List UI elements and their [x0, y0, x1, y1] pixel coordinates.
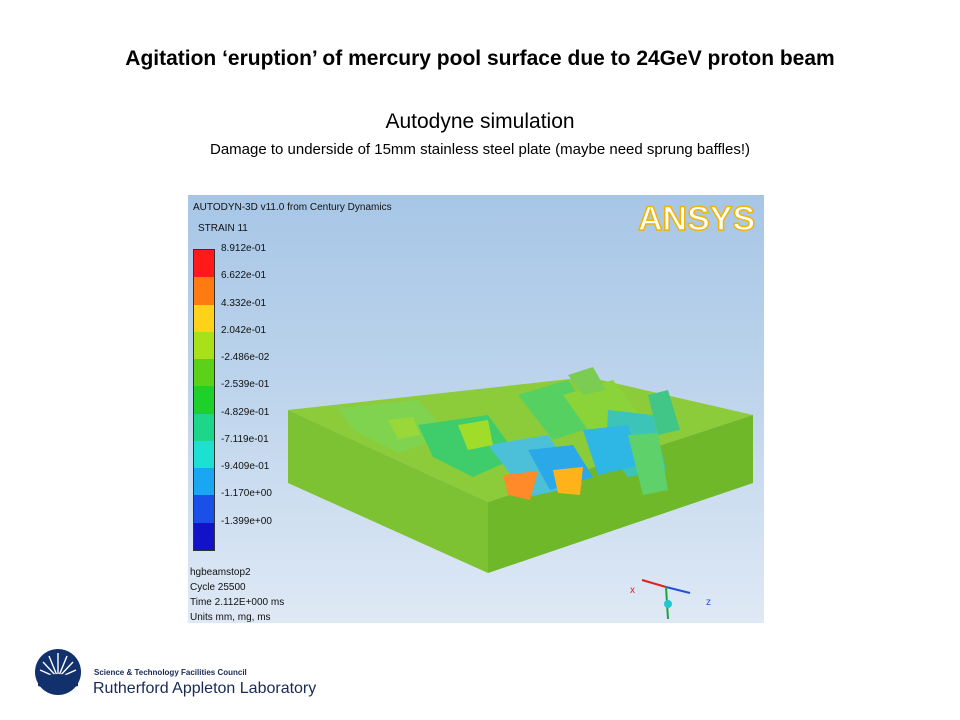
legend-label: -4.829e-01: [221, 406, 270, 418]
model-right-face: [488, 415, 753, 573]
legend-label: -1.399e+00: [221, 515, 272, 527]
legend-label: -2.539e-01: [221, 379, 270, 391]
slide-subtitle: Autodyne simulation: [385, 110, 575, 133]
viewer-header: AUTODYN-3D v11.0 from Century Dynamics: [193, 202, 392, 213]
legend-label: 4.332e-01: [221, 297, 267, 309]
color-legend: [193, 249, 215, 551]
legend-swatch: [194, 277, 214, 306]
legend-swatch: [194, 522, 214, 551]
legend-swatch: [194, 386, 214, 415]
info-line: hgbeamstop2: [190, 567, 251, 578]
mercury-pool-model: [288, 367, 753, 573]
slide-caption: Damage to underside of 15mm stainless st…: [209, 141, 751, 158]
legend-swatch: [194, 495, 214, 524]
legend-label: -1.170e+00: [221, 488, 272, 500]
legend-swatch: [194, 468, 214, 496]
axis-z-label: z: [706, 597, 711, 608]
legend-label: -9.409e-01: [221, 461, 270, 473]
legend-swatch: [194, 331, 214, 360]
simulation-info: hgbeamstop2 Cycle 25500 Time 2.112E+000 …: [190, 565, 284, 623]
ansys-logo: ANSYS: [637, 199, 756, 238]
legend-swatch: [194, 440, 214, 469]
variable-label: STRAIN 11: [198, 223, 248, 234]
org-subtitle: Science & Technology Facilities Council: [94, 668, 247, 677]
legend-swatch: [194, 413, 214, 442]
legend-swatch: [194, 250, 214, 278]
legend-label: 6.622e-01: [221, 270, 267, 282]
axis-triad-icon: x z: [630, 579, 711, 620]
stfc-sunburst-icon: [35, 649, 81, 695]
legend-label: 8.912e-01: [221, 243, 267, 254]
legend-swatch: [194, 359, 214, 387]
info-line: Cycle 25500: [190, 582, 246, 593]
eruption-fragments: [338, 367, 680, 500]
legend-swatch: [194, 304, 214, 333]
model-front-face: [288, 410, 488, 573]
simulation-viewport: AUTODYN-3D v11.0 from Century Dynamics A…: [188, 195, 764, 623]
org-name: Rutherford Appleton Laboratory: [93, 680, 317, 697]
axis-x-label: x: [630, 585, 635, 596]
slide-title: Agitation ‘eruption’ of mercury pool sur…: [125, 47, 835, 70]
ansys-logo-text: ANSYS: [638, 200, 755, 238]
legend-label: -2.486e-02: [221, 352, 270, 364]
info-line: Units mm, mg, ms: [190, 612, 271, 623]
legend-label: 2.042e-01: [221, 324, 267, 336]
legend-label: -7.119e-01: [221, 433, 269, 445]
info-line: Time 2.112E+000 ms: [190, 597, 285, 608]
